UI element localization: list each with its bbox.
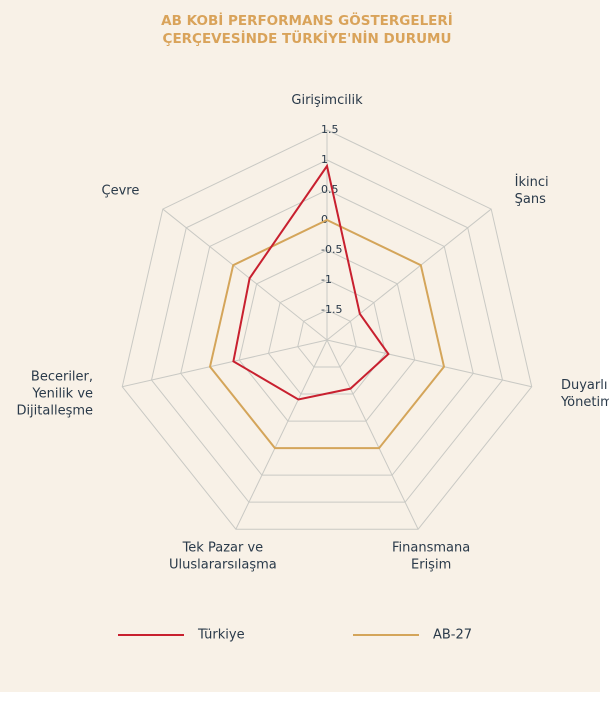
spoke — [122, 339, 328, 388]
series-line — [208, 218, 446, 450]
tick-label: 0 — [321, 213, 328, 226]
spoke — [162, 208, 328, 341]
tick-label: 1.5 — [321, 123, 339, 136]
tick-label: 0.5 — [321, 183, 339, 196]
axis-label: Çevre — [102, 183, 140, 198]
legend-label: Türkiye — [197, 628, 245, 643]
axis-label: Girişimcilik — [291, 93, 363, 108]
legend-label: AB-27 — [433, 628, 472, 643]
tick-label: -1.5 — [321, 303, 342, 316]
grid-ring — [238, 249, 416, 422]
spoke — [235, 339, 328, 530]
grid-ring — [297, 309, 357, 368]
spoke — [326, 339, 419, 530]
axis-label: Beceriler, Yenilik ve Dijitalleşme — [16, 369, 93, 418]
grid-ring — [150, 159, 504, 503]
tick-label: -0.5 — [321, 243, 342, 256]
chart-title: AB KOBİ PERFORMANS GÖSTERGELERİ ÇERÇEVESİ… — [161, 11, 453, 47]
axis-label: Duyarlı Yönetim — [560, 377, 609, 409]
axis-label: Tek Pazar ve Uluslararsılaşma — [169, 540, 277, 572]
spoke — [326, 339, 532, 388]
tick-label: -1 — [321, 273, 332, 286]
axis-label: İkinci Şans — [515, 173, 549, 206]
tick-label: 1 — [321, 153, 328, 166]
spoke — [326, 208, 492, 341]
axis-label: Finansmana Erişim — [392, 540, 470, 572]
series-line — [232, 163, 390, 401]
grid-ring — [180, 189, 474, 476]
grid-ring — [121, 129, 533, 530]
